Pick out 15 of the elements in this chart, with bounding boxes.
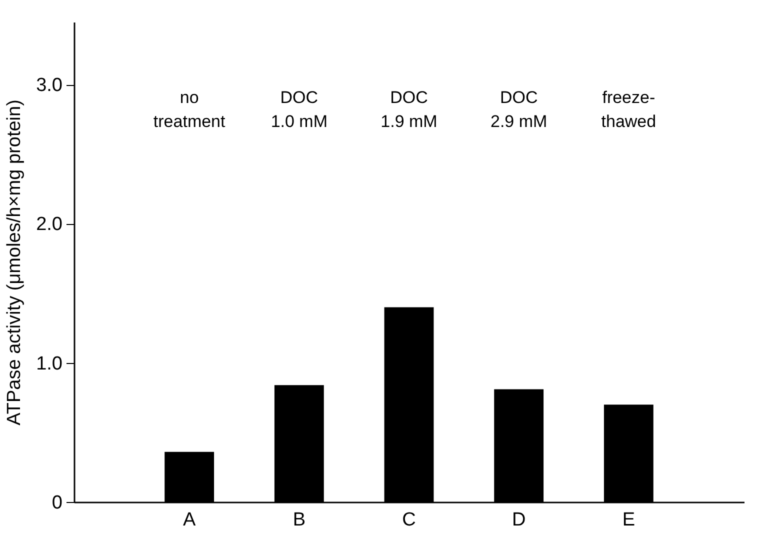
y-axis-title: ATPase activity (μmoles/h×mg protein) xyxy=(4,100,26,426)
annotation: freeze- thawed xyxy=(601,88,656,131)
y-tick-label: 0 xyxy=(52,492,62,514)
x-tick-label: E xyxy=(622,510,636,530)
y-tick-label: 1.0 xyxy=(36,353,62,374)
x-tick-label: A xyxy=(182,510,196,530)
y-tick-label: 2.0 xyxy=(36,214,62,236)
annotation: no treatment xyxy=(153,88,226,131)
annotation: DOC 1.0 mM xyxy=(270,88,328,131)
annotation: DOC 2.9 mM xyxy=(490,88,548,131)
x-tick-label: B xyxy=(292,510,306,530)
annotation: DOC 1.9 mM xyxy=(380,88,438,131)
x-tick-label: C xyxy=(402,510,416,530)
y-tick-label: 3.0 xyxy=(36,75,62,96)
x-tick-label: D xyxy=(512,510,526,530)
